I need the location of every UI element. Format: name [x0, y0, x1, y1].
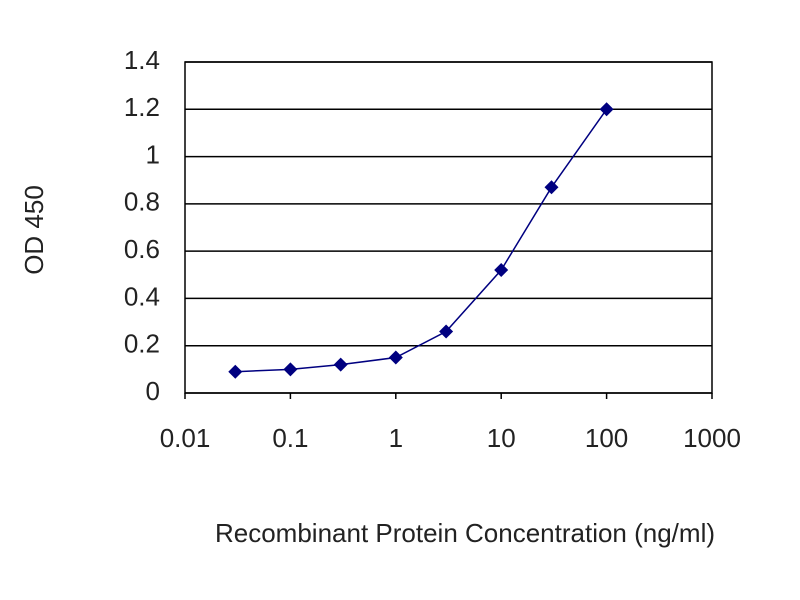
- y-tick-label: 1.2: [124, 92, 160, 122]
- x-tick-label: 0.1: [272, 423, 308, 453]
- y-tick-label: 0.4: [124, 281, 160, 311]
- y-tick-label: 0.8: [124, 187, 160, 217]
- x-axis-title: Recombinant Protein Concentration (ng/ml…: [215, 518, 715, 548]
- x-tick-label: 0.01: [160, 423, 211, 453]
- data-point: [544, 180, 559, 195]
- data-point: [228, 364, 243, 379]
- y-axis-title: OD 450: [19, 185, 49, 275]
- data-point: [494, 263, 509, 278]
- data-point: [388, 350, 403, 365]
- y-tick-label: 0: [146, 376, 160, 406]
- x-tick-label: 1000: [683, 423, 741, 453]
- y-tick-label: 1: [146, 139, 160, 169]
- data-point: [439, 324, 454, 339]
- plot-area: [184, 61, 713, 394]
- x-tick-label: 1: [389, 423, 403, 453]
- series-line: [235, 108, 608, 373]
- x-tick-label: 100: [585, 423, 628, 453]
- data-point: [599, 102, 614, 117]
- data-point: [333, 357, 348, 372]
- y-tick-label: 0.6: [124, 234, 160, 264]
- y-tick-label: 0.2: [124, 329, 160, 359]
- x-tick-label: 10: [487, 423, 516, 453]
- data-point: [283, 362, 298, 377]
- y-tick-label: 1.4: [124, 45, 160, 75]
